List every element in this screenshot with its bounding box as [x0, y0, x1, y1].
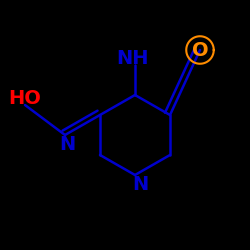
- Text: NH: NH: [116, 49, 149, 68]
- Text: N: N: [60, 136, 76, 154]
- Text: O: O: [192, 40, 208, 60]
- Text: N: N: [132, 176, 148, 195]
- Text: HO: HO: [8, 89, 42, 108]
